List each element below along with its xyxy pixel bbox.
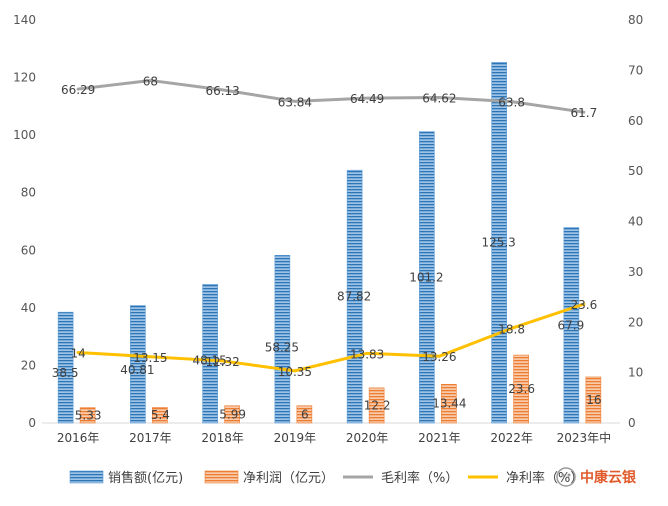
y-right-tick-label: 80 — [628, 13, 643, 27]
data-label-sales: 87.82 — [337, 290, 371, 304]
data-label-gross-margin: 66.29 — [61, 83, 95, 97]
data-label-net-profit: 5.33 — [75, 408, 102, 422]
y-left-tick-label: 100 — [13, 128, 36, 142]
x-tick-label: 2022年 — [490, 431, 533, 445]
bar-sales — [274, 255, 291, 424]
data-label-gross-margin: 63.84 — [278, 95, 312, 109]
data-label-sales: 38.5 — [52, 366, 79, 380]
data-label-gross-margin: 64.62 — [422, 91, 456, 105]
bar-net-profit — [368, 387, 385, 424]
data-label-gross-margin: 68 — [143, 74, 158, 88]
y-right-tick-label: 0 — [628, 416, 636, 430]
data-label-net-profit: 23.6 — [508, 382, 535, 396]
x-tick-label: 2023年中 — [557, 430, 612, 445]
y-right-tick-label: 10 — [628, 366, 643, 380]
data-label-net-profit: 6 — [301, 407, 309, 421]
bar-sales — [130, 305, 146, 424]
y-left-tick-label: 140 — [13, 13, 36, 27]
data-label-gross-margin: 64.49 — [350, 92, 384, 106]
data-label-net-profit: 5.4 — [151, 408, 170, 422]
data-label-net-profit: 5.99 — [219, 407, 246, 421]
line-net-margin — [76, 302, 586, 373]
y-left-tick-label: 60 — [21, 243, 36, 257]
x-tick-label: 2019年 — [274, 431, 317, 445]
data-label-gross-margin: 63.8 — [498, 96, 525, 110]
y-right-tick-label: 50 — [628, 164, 643, 178]
x-tick-label: 2021年 — [418, 431, 461, 445]
legend-label: 毛利率（%） — [381, 470, 458, 486]
x-tick-label: 2016年 — [57, 431, 100, 445]
x-tick-label: 2018年 — [201, 431, 244, 445]
data-label-sales: 48.15 — [192, 354, 226, 368]
y-left-tick-label: 120 — [13, 71, 36, 85]
wechat-icon — [556, 467, 576, 487]
watermark-text: 中康云银 — [580, 469, 637, 486]
bar-sales — [346, 169, 363, 424]
line-gross-margin — [76, 78, 586, 114]
bar-net-profit — [513, 354, 529, 424]
bar-net-profit — [441, 384, 457, 424]
bar-net-profit — [79, 407, 96, 424]
bar-net-profit — [296, 405, 313, 424]
bar-net-profit — [224, 405, 240, 424]
x-tick-label: 2017年 — [129, 431, 172, 445]
data-label-sales: 40.81 — [120, 363, 154, 377]
legend-label: 净利润（亿元） — [243, 471, 334, 486]
legend-label: 销售额(亿元) — [108, 470, 183, 486]
data-label-sales: 101.2 — [409, 270, 443, 284]
x-tick-label: 2020年 — [346, 431, 389, 445]
bar-sales — [563, 227, 580, 424]
data-label-gross-margin: 61.7 — [571, 106, 598, 120]
data-label-net-margin: 13.26 — [422, 350, 456, 364]
y-left-tick-label: 40 — [21, 301, 36, 315]
data-label-net-margin: 14 — [70, 346, 85, 360]
data-label-net-margin: 23.6 — [571, 298, 598, 312]
data-label-gross-margin: 66.13 — [205, 84, 239, 98]
watermark: 中康云银 — [556, 467, 637, 487]
data-label-net-margin: 18.8 — [498, 322, 525, 336]
bar-sales — [202, 284, 218, 424]
y-right-tick-label: 60 — [628, 114, 643, 128]
data-label-net-profit: 13.44 — [432, 397, 466, 411]
y-left-tick-label: 80 — [21, 186, 36, 200]
bar-net-profit — [585, 376, 602, 424]
legend-swatch — [69, 470, 104, 484]
wechat-icon-dot — [567, 473, 571, 477]
y-left-tick-label: 20 — [21, 358, 36, 372]
data-label-sales: 58.25 — [265, 341, 299, 355]
legend-swatch — [204, 470, 239, 484]
y-right-tick-label: 40 — [628, 215, 643, 229]
wechat-icon-dot — [561, 473, 565, 477]
bar-sales — [57, 311, 74, 424]
data-label-net-profit: 12.2 — [364, 398, 391, 412]
data-label-net-margin: 13.15 — [133, 351, 167, 365]
data-label-sales: 125.3 — [481, 236, 515, 250]
bar-sales — [419, 131, 435, 424]
data-label-net-margin: 10.35 — [278, 365, 312, 379]
bar-net-profit — [152, 407, 168, 424]
data-label-sales: 67.9 — [558, 318, 585, 332]
y-right-tick-label: 70 — [628, 63, 643, 77]
data-label-net-margin: 13.83 — [350, 347, 384, 361]
y-right-tick-label: 30 — [628, 265, 643, 279]
data-label-net-profit: 16 — [586, 393, 601, 407]
data-label-net-margin: 12.32 — [205, 355, 239, 369]
y-right-tick-label: 20 — [628, 315, 643, 329]
y-left-tick-label: 0 — [28, 416, 36, 430]
legend: 销售额(亿元) 净利润（亿元） 毛利率（%） 净利率（%） — [69, 470, 583, 486]
